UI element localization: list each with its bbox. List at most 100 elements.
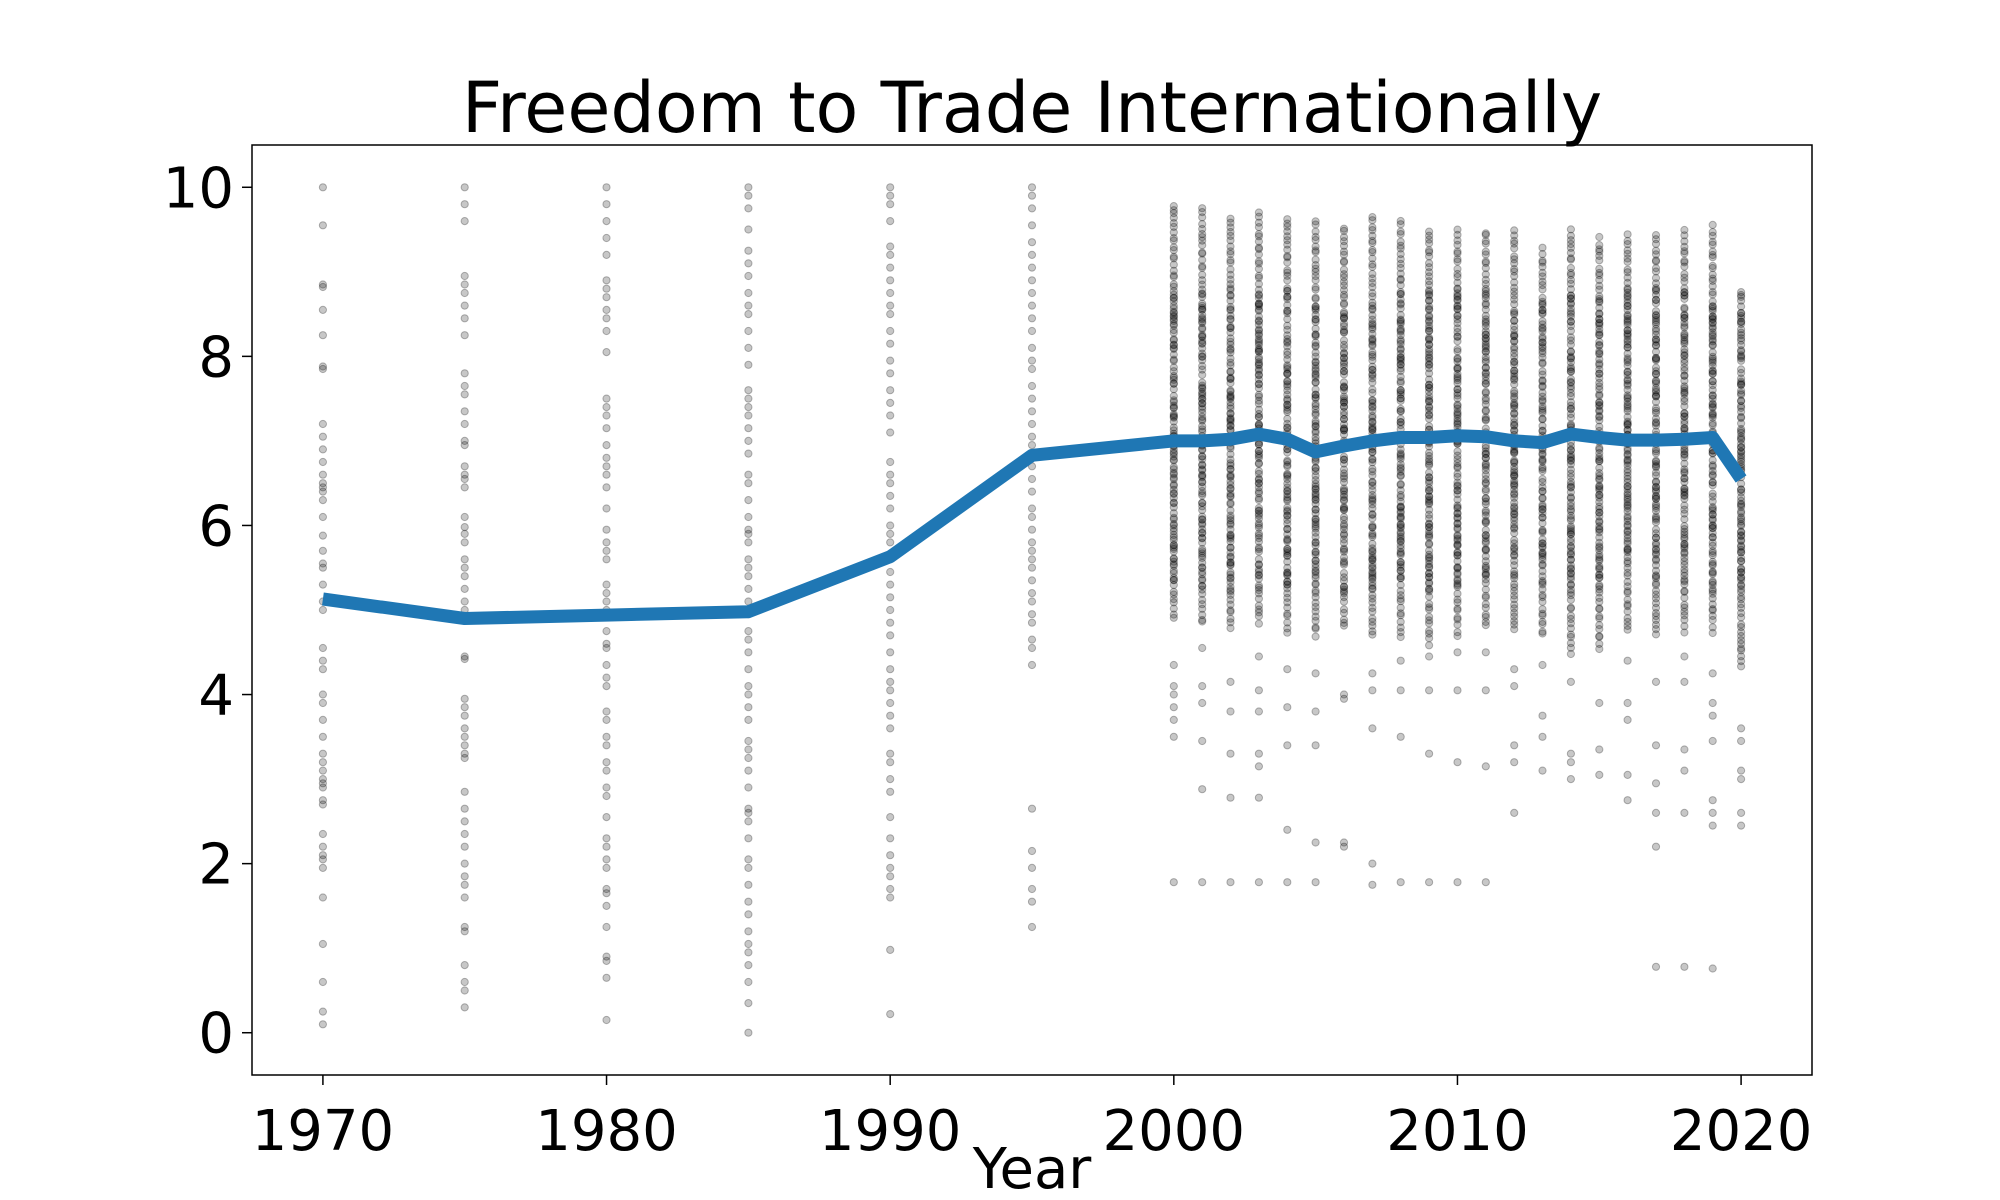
scatter-point-2001-80 [1198, 370, 1207, 379]
scatter-point-2007-75 [1368, 398, 1377, 408]
scatter-point-2017-115 [1651, 257, 1661, 266]
scatter-point-2001-131 [1198, 785, 1207, 794]
scatter-point-2013-43 [1538, 483, 1547, 492]
scatter-point-2017-20 [1651, 550, 1661, 559]
scatter-point-2006-13 [1339, 573, 1349, 582]
scatter-point-2011-62 [1481, 407, 1490, 416]
scatter-point-2009-58 [1425, 455, 1434, 464]
scatter-point-2009-56 [1425, 459, 1434, 468]
scatter-point-2001-118 [1198, 241, 1207, 250]
scatter-point-2006-61 [1339, 415, 1349, 424]
scatter-point-2013-21 [1538, 548, 1547, 557]
scatter-point-2005-19 [1311, 556, 1320, 565]
scatter-point-2004-95 [1283, 321, 1292, 330]
scatter-point-1995-38 [1027, 643, 1037, 653]
y-tick-label-10: 10 [163, 156, 234, 221]
scatter-point-2009-82 [1425, 383, 1434, 392]
scatter-point-2014-96 [1566, 340, 1576, 349]
scatter-point-2014-0 [1566, 649, 1576, 659]
scatter-point-2011-97 [1481, 300, 1490, 310]
scatter-point-2012-84 [1510, 366, 1519, 375]
scatter-point-2005-24 [1311, 541, 1320, 550]
scatter-point-2001-97 [1198, 315, 1207, 324]
scatter-point-2011-116 [1481, 648, 1490, 657]
scatter-point-2007-109 [1368, 278, 1377, 288]
scatter-point-2007-54 [1368, 455, 1377, 464]
scatter-point-2011-87 [1481, 334, 1490, 343]
scatter-point-2001-35 [1198, 498, 1207, 508]
scatter-point-2000-29 [1169, 521, 1178, 530]
scatter-point-2015-29 [1595, 542, 1604, 551]
scatter-point-2004-5 [1283, 603, 1292, 612]
scatter-point-2008-44 [1396, 497, 1405, 506]
scatter-point-1975-41 [460, 804, 469, 813]
scatter-point-2004-3 [1283, 611, 1292, 620]
scatter-point-2005-64 [1311, 426, 1320, 436]
scatter-point-2010-32 [1453, 523, 1462, 532]
scatter-point-2003-24 [1254, 529, 1264, 538]
scatter-point-2013-41 [1538, 487, 1547, 496]
scatter-point-2001-123 [1198, 220, 1207, 229]
scatter-point-2009-37 [1425, 520, 1434, 529]
scatter-point-2000-20 [1169, 543, 1178, 552]
scatter-point-2013-78 [1538, 370, 1547, 379]
scatter-point-2003-77 [1254, 361, 1264, 370]
scatter-point-2013-74 [1538, 382, 1547, 391]
scatter-point-2007-14 [1368, 574, 1377, 583]
scatter-point-2017-35 [1651, 506, 1661, 516]
scatter-point-2009-105 [1425, 317, 1434, 326]
scatter-point-2006-68 [1339, 398, 1349, 407]
scatter-point-2004-107 [1283, 276, 1292, 285]
scatter-point-1995-10 [1027, 314, 1037, 323]
scatter-point-2009-126 [1425, 246, 1434, 255]
scatter-point-2015-20 [1595, 565, 1604, 574]
scatter-point-2016-26 [1623, 527, 1632, 536]
scatter-point-2007-127 [1368, 859, 1377, 868]
scatter-point-2008-127 [1396, 216, 1405, 226]
scatter-point-2010-33 [1453, 525, 1462, 534]
scatter-point-1980-35 [602, 682, 611, 691]
scatter-point-2003-65 [1254, 405, 1264, 414]
scatter-point-2017-23 [1651, 540, 1661, 550]
scatter-point-2000-14 [1169, 560, 1178, 569]
scatter-point-2018-37 [1680, 491, 1689, 500]
scatter-point-2015-119 [1595, 256, 1604, 265]
scatter-point-2017-75 [1651, 383, 1661, 392]
scatter-point-2011-66 [1481, 394, 1490, 403]
scatter-point-2016-14 [1623, 563, 1632, 573]
scatter-point-2009-70 [1425, 414, 1434, 423]
scatter-point-2018-73 [1680, 382, 1689, 391]
scatter-point-2013-102 [1538, 297, 1547, 306]
scatter-point-2009-84 [1425, 380, 1434, 389]
scatter-point-2018-0 [1680, 628, 1689, 637]
scatter-point-2011-24 [1481, 534, 1490, 543]
scatter-point-2015-17 [1595, 573, 1604, 583]
scatter-point-2003-119 [1254, 232, 1264, 241]
scatter-point-2010-35 [1453, 519, 1462, 528]
scatter-point-2001-28 [1198, 520, 1207, 529]
scatter-point-2016-89 [1623, 354, 1632, 363]
scatter-point-2011-76 [1481, 363, 1490, 372]
scatter-point-2012-120 [1510, 226, 1519, 235]
scatter-point-1975-3 [460, 271, 469, 281]
scatter-point-2004-69 [1283, 405, 1292, 415]
scatter-point-2009-90 [1425, 357, 1434, 366]
scatter-point-2006-59 [1339, 424, 1349, 433]
scatter-point-2004-114 [1283, 245, 1292, 254]
scatter-point-2003-68 [1254, 390, 1264, 399]
scatter-point-2002-83 [1226, 367, 1235, 376]
scatter-point-2008-72 [1396, 404, 1405, 413]
scatter-point-2003-83 [1254, 347, 1264, 356]
scatter-point-2011-27 [1481, 526, 1490, 535]
scatter-point-2006-79 [1339, 367, 1349, 376]
scatter-point-2014-78 [1566, 398, 1576, 407]
scatter-point-2015-99 [1595, 328, 1604, 337]
scatter-point-2008-0 [1396, 632, 1405, 642]
scatter-point-2011-16 [1481, 561, 1490, 570]
scatter-point-1975-10 [460, 381, 469, 391]
scatter-point-2002-30 [1226, 525, 1235, 534]
scatter-point-2007-5 [1368, 607, 1377, 616]
scatter-point-2016-7 [1623, 595, 1632, 604]
scatter-point-2003-38 [1254, 483, 1264, 492]
